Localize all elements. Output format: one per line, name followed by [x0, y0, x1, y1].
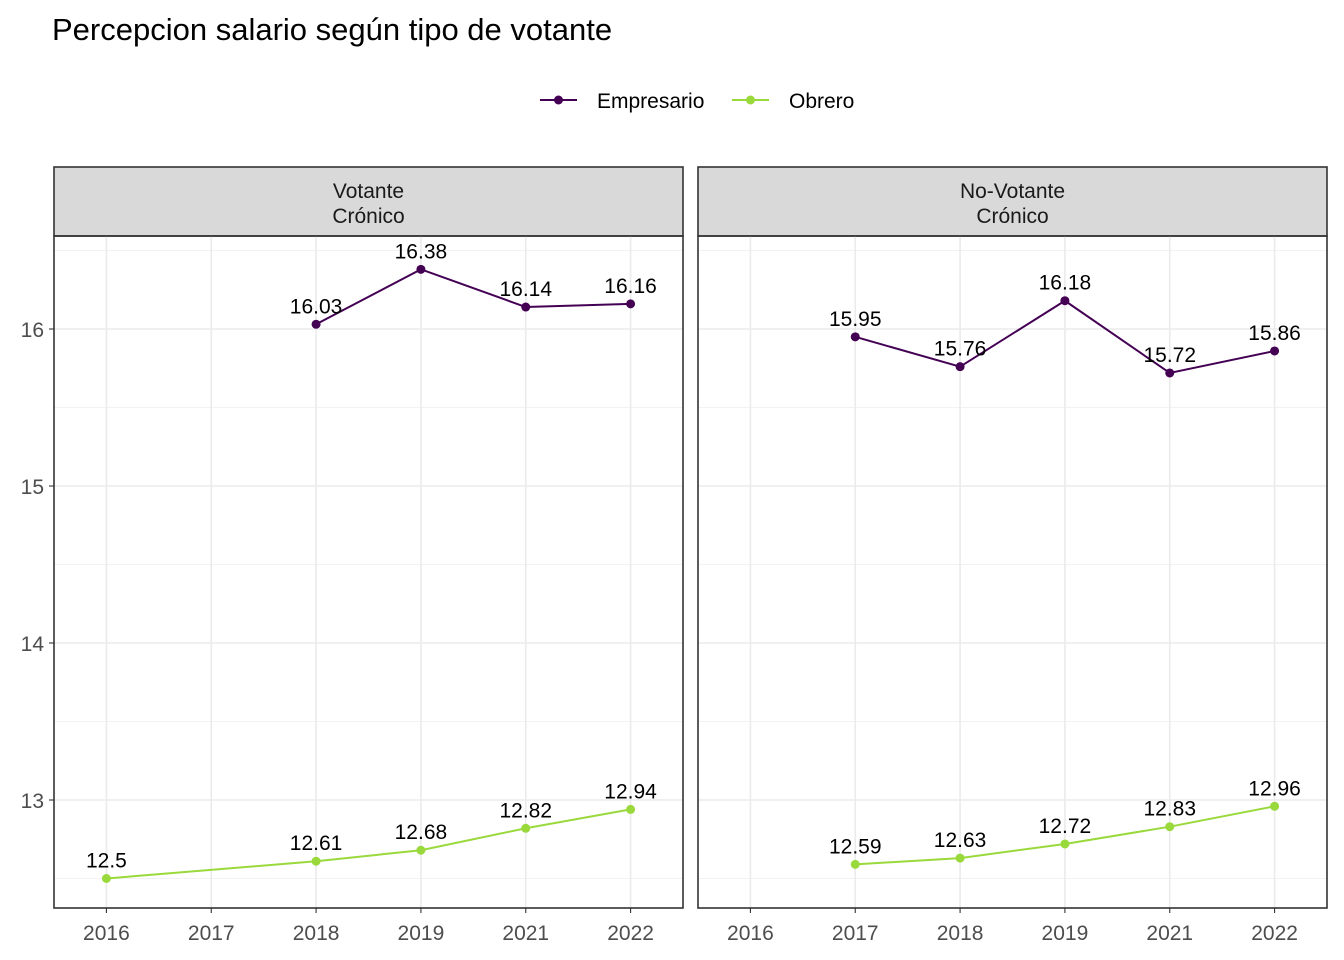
- data-label: 12.94: [604, 780, 657, 803]
- data-point: [521, 302, 531, 312]
- y-axis: 13 14 15 16: [21, 319, 54, 813]
- panel-border: [53, 235, 684, 909]
- data-label: 15.86: [1248, 322, 1301, 345]
- data-label: 15.76: [934, 338, 987, 361]
- chart-title: Percepcion salario según tipo de votante: [52, 12, 612, 47]
- data-point: [416, 845, 426, 855]
- x-tick-label: 2019: [1042, 922, 1089, 945]
- strip-label: Votante: [333, 180, 404, 203]
- x-tick-label: 2018: [937, 922, 984, 945]
- data-point: [626, 299, 636, 309]
- data-point: [1060, 296, 1070, 306]
- data-label: 12.5: [86, 850, 127, 873]
- data-point: [1165, 368, 1175, 378]
- x-tick-label: 2016: [83, 922, 130, 945]
- data-point: [311, 319, 321, 329]
- x-tick-label: 2018: [293, 922, 340, 945]
- data-point: [626, 804, 636, 814]
- legend-label: Empresario: [597, 90, 704, 113]
- y-tick-label: 14: [21, 633, 45, 656]
- legend-key-point: [746, 95, 755, 105]
- strip-label: No-Votante: [960, 180, 1065, 203]
- series-obrero: 12.59 12.63 12.72 12.83 12.96: [829, 777, 1301, 869]
- strip-label: Crónico: [976, 205, 1048, 228]
- grid: [54, 236, 683, 908]
- data-label: 12.82: [499, 799, 552, 822]
- legend-key-point: [554, 95, 563, 105]
- y-tick-label: 15: [21, 476, 44, 499]
- y-tick-label: 16: [21, 319, 44, 342]
- x-tick-label: 2021: [1146, 922, 1193, 945]
- data-point: [1060, 839, 1070, 849]
- series-obrero: 12.5 12.61 12.68 12.82 12.94: [86, 780, 657, 883]
- x-tick-label: 2017: [832, 922, 879, 945]
- data-point: [1270, 346, 1280, 356]
- x-axis: 2016 2017 2018 2019 2021 2022: [727, 908, 1298, 945]
- data-label: 12.68: [395, 821, 448, 844]
- data-label: 16.14: [499, 278, 552, 301]
- data-point: [850, 332, 860, 342]
- legend-item-empresario: Empresario: [540, 90, 704, 113]
- x-tick-label: 2017: [188, 922, 235, 945]
- data-point: [101, 874, 111, 883]
- data-point: [1165, 822, 1175, 832]
- y-tick-label: 13: [21, 790, 44, 813]
- data-label: 15.95: [829, 308, 882, 331]
- data-point: [311, 856, 321, 866]
- data-point: [521, 823, 531, 833]
- data-label: 12.72: [1039, 815, 1092, 838]
- data-point: [1270, 801, 1280, 811]
- data-label: 12.61: [290, 832, 343, 855]
- data-point: [850, 859, 860, 869]
- data-label: 16.18: [1039, 272, 1092, 295]
- series-empresario: 15.95 15.76 16.18 15.72 15.86: [829, 272, 1301, 378]
- data-label: 12.96: [1248, 777, 1301, 800]
- legend-item-obrero: Obrero: [732, 90, 854, 113]
- data-label: 15.72: [1143, 344, 1196, 367]
- data-point: [955, 853, 965, 863]
- data-point: [955, 362, 965, 372]
- data-label: 12.83: [1143, 798, 1196, 821]
- data-label: 16.16: [604, 275, 657, 298]
- series-empresario: 16.03 16.38 16.14 16.16: [290, 240, 657, 329]
- data-label: 16.03: [290, 295, 343, 318]
- x-tick-label: 2022: [607, 922, 654, 945]
- x-tick-label: 2016: [727, 922, 774, 945]
- x-tick-label: 2019: [398, 922, 445, 945]
- x-tick-label: 2022: [1251, 922, 1298, 945]
- panel-border: [697, 235, 1328, 909]
- series-line: [315, 268, 631, 326]
- grid: [698, 236, 1327, 908]
- x-axis: 2016 2017 2018 2019 2021 2022: [83, 908, 654, 945]
- legend-label: Obrero: [789, 90, 854, 113]
- data-label: 12.59: [829, 835, 882, 858]
- x-tick-label: 2021: [502, 922, 549, 945]
- data-point: [416, 264, 426, 274]
- data-label: 16.38: [395, 240, 448, 263]
- legend: Empresario Obrero: [540, 90, 854, 113]
- strip-label: Crónico: [332, 205, 404, 228]
- data-label: 12.63: [934, 829, 987, 852]
